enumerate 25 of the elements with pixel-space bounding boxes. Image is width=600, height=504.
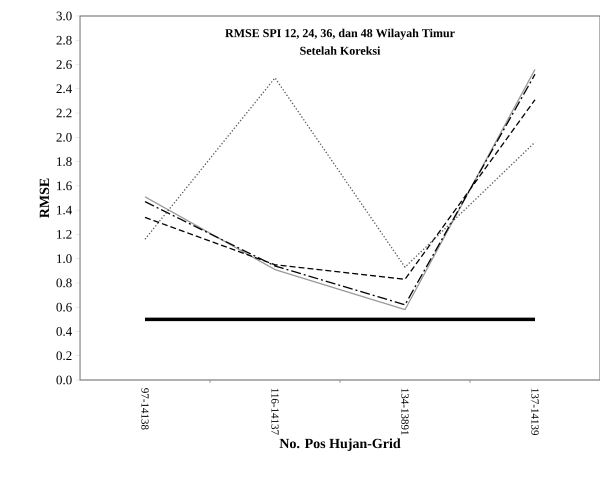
y-tick-label: 0.8 xyxy=(56,278,72,288)
y-tick-label: 1.0 xyxy=(57,254,72,264)
y-tick-label: 2.6 xyxy=(56,60,72,69)
y-tick-label: 0.0 xyxy=(56,376,72,384)
y-tick-label: 1.2 xyxy=(57,230,72,239)
x-axis-title: No. Pos Hujan-Grid xyxy=(280,438,401,452)
x-tick-label: 137-14139 xyxy=(531,388,539,436)
y-tick-label: 2.4 xyxy=(56,84,72,94)
y-tick-label: 1.4 xyxy=(57,206,72,215)
y-tick-label: 0.2 xyxy=(56,351,72,360)
y-tick-label: 0.6 xyxy=(56,302,72,312)
y-tick-label: 0.4 xyxy=(56,327,72,336)
x-tick-label: 134-13891 xyxy=(401,388,409,435)
y-tick-label: 2.0 xyxy=(56,132,72,142)
y-tick-label: 1.6 xyxy=(57,181,72,190)
y-tick-label: 2.2 xyxy=(56,108,72,118)
x-tick-label: 97-14138 xyxy=(141,388,149,430)
text: RMSE SPI 12, 24, 36, dan 48 Wilayah Timur xyxy=(225,28,455,40)
text: Setelah Koreksi xyxy=(300,46,380,55)
line-series xyxy=(144,77,536,268)
y-tick-label: 2.8 xyxy=(56,36,72,45)
y-tick-label: 3.0 xyxy=(56,12,72,20)
y-tick-label: 1.8 xyxy=(57,157,72,166)
x-tick-label: 116-14137 xyxy=(271,388,279,435)
y-axis-title: RMSE xyxy=(40,178,50,218)
